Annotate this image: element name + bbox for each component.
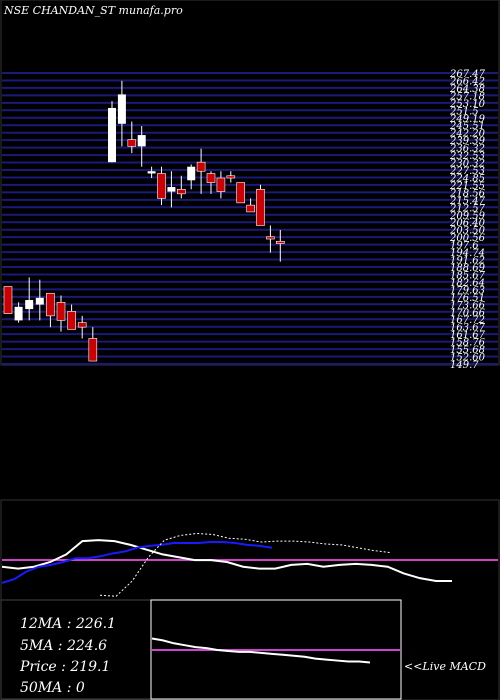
price-label: 267.47 xyxy=(449,69,486,80)
price-label: 176.51 xyxy=(450,293,485,304)
candle-body xyxy=(167,187,176,192)
price-label: 167.72 xyxy=(450,315,485,326)
candle-body xyxy=(246,204,255,213)
price-label: 182.64 xyxy=(450,278,485,289)
price-panel-frame xyxy=(0,0,500,366)
price-label: 230.32 xyxy=(449,159,485,170)
price-label: 188.69 xyxy=(450,263,486,274)
candle-body xyxy=(147,171,156,174)
candle-body xyxy=(108,107,116,163)
price-label: 209.59 xyxy=(449,211,486,222)
candle-body xyxy=(56,302,66,321)
chart-title: NSE CHANDAN_ST munafa.pro xyxy=(3,4,183,17)
price-label: 212.57 xyxy=(449,203,486,214)
candle-body xyxy=(46,292,55,317)
ma12-value: 12MA : 226.1 xyxy=(20,616,116,632)
price-label: 253.10 xyxy=(449,99,486,110)
candle-body xyxy=(236,182,245,204)
price-label: 155.68 xyxy=(450,345,485,356)
candle-body xyxy=(206,173,216,183)
candle-body xyxy=(127,139,137,147)
candle-body xyxy=(266,236,275,240)
candle-body xyxy=(187,166,196,181)
price-label: 249.19 xyxy=(449,114,486,125)
price-grid xyxy=(2,72,498,365)
candle-body xyxy=(177,189,186,195)
candle-body xyxy=(117,94,126,124)
price-label: 161.67 xyxy=(450,330,486,341)
price-label: 163.67 xyxy=(450,323,486,334)
price-label: 257.18 xyxy=(449,91,485,102)
indicator-lines xyxy=(1,532,498,597)
price-value: Price : 219.1 xyxy=(19,659,110,675)
dotted-line xyxy=(99,532,391,597)
candle-body xyxy=(196,161,206,172)
price-label: 185.67 xyxy=(450,270,486,281)
price-label: 264.38 xyxy=(449,84,485,95)
signal-line xyxy=(1,539,452,582)
candles xyxy=(3,80,285,362)
price-label: 224.85 xyxy=(449,173,485,184)
candle-body xyxy=(88,338,98,362)
price-label: 152.60 xyxy=(450,353,486,364)
price-label: 239.39 xyxy=(449,136,486,147)
price-label: 242.20 xyxy=(449,129,486,140)
price-label: 227.53 xyxy=(449,166,485,177)
price-label: 221.55 xyxy=(449,181,485,192)
macd-label: <<Live MACD xyxy=(404,660,486,673)
price-label: 191.62 xyxy=(450,256,485,267)
candle-body xyxy=(137,135,146,147)
price-label: 173.66 xyxy=(450,300,486,311)
price-axis-labels: 267.47266.42264.38257.18253.10251.5249.1… xyxy=(449,69,486,371)
price-label: 232.53 xyxy=(449,151,485,162)
macd-lines xyxy=(151,637,401,664)
price-label: 170.66 xyxy=(450,308,486,319)
price-label: 149.7 xyxy=(450,360,479,371)
candle-body xyxy=(256,189,265,226)
candle-body xyxy=(157,173,166,199)
price-label: 251.5 xyxy=(449,106,479,117)
candle-body xyxy=(67,311,76,330)
ma-line xyxy=(1,541,273,584)
price-label: 194.74 xyxy=(450,248,485,259)
ma50-value: 50MA : 0 xyxy=(20,680,85,696)
candle-body xyxy=(25,300,34,310)
candle-body xyxy=(35,297,44,305)
price-label: 266.42 xyxy=(449,76,485,87)
candle-body xyxy=(226,175,236,179)
price-label: 218.56 xyxy=(449,188,486,199)
price-label: 206.40 xyxy=(449,218,486,229)
candle-body xyxy=(216,177,226,192)
price-label: 179.63 xyxy=(450,285,485,296)
price-label: 158.76 xyxy=(450,338,486,349)
stats-box xyxy=(0,599,152,700)
candle-body xyxy=(77,322,87,328)
candle-body xyxy=(3,286,13,314)
candle-body xyxy=(275,240,285,244)
price-label: 215.47 xyxy=(449,196,486,207)
price-label: 200.56 xyxy=(449,233,486,244)
price-label: 203.50 xyxy=(449,226,486,237)
ma5-value: 5MA : 224.6 xyxy=(20,638,107,654)
candle-body xyxy=(14,306,23,321)
price-label: 245.51 xyxy=(449,121,485,132)
macd-line xyxy=(151,637,371,664)
price-label: 197.6 xyxy=(450,241,479,252)
price-label: 236.32 xyxy=(449,144,485,155)
